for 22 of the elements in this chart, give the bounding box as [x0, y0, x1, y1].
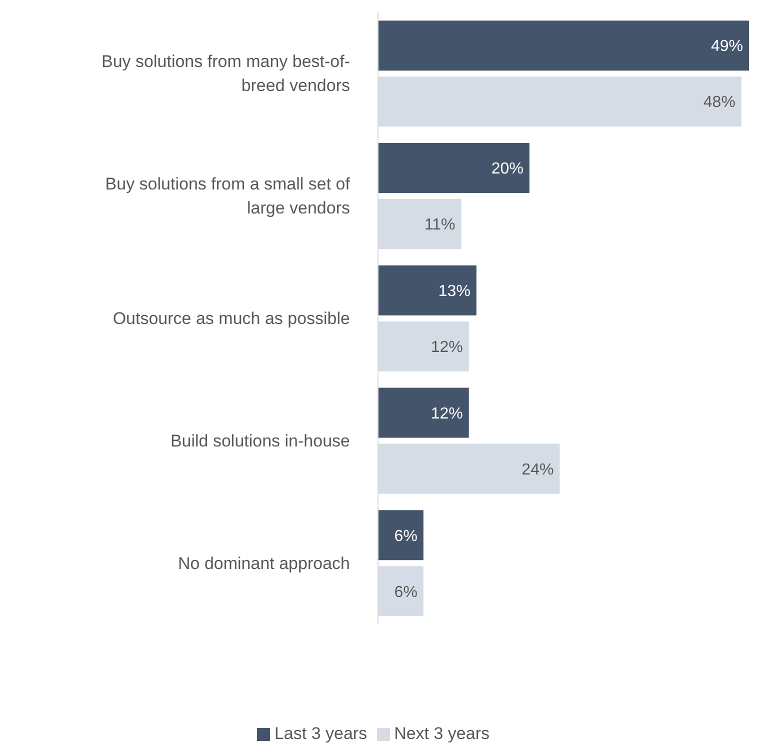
data-label: 48%	[703, 94, 736, 112]
bar	[378, 388, 469, 438]
data-label: 24%	[522, 461, 554, 478]
bar	[378, 142, 530, 193]
bar	[378, 510, 424, 560]
data-label: 20%	[491, 160, 524, 178]
y-tick-label: Buy solutions from many best-of-breed vendors	[102, 52, 350, 95]
data-label: 49%	[710, 38, 743, 56]
data-label: 12%	[430, 339, 463, 356]
y-tick-label: No dominant approach	[178, 553, 350, 572]
data-label: 13%	[438, 283, 470, 300]
legend-label: Last 3 years	[274, 724, 368, 743]
data-label: 12%	[430, 405, 463, 422]
data-label: 6%	[394, 584, 418, 601]
y-tick-label: Outsource as much as possible	[112, 308, 350, 328]
data-label: 11%	[424, 216, 456, 234]
y-tick-label: Build solutions in-house	[170, 430, 350, 450]
bar	[378, 265, 476, 316]
bar	[378, 20, 749, 71]
y-tick-label: Buy solutions from a small set of large vendors	[105, 174, 350, 218]
data-label: 6%	[394, 528, 418, 545]
legend-label: Next 3 years	[394, 724, 490, 743]
